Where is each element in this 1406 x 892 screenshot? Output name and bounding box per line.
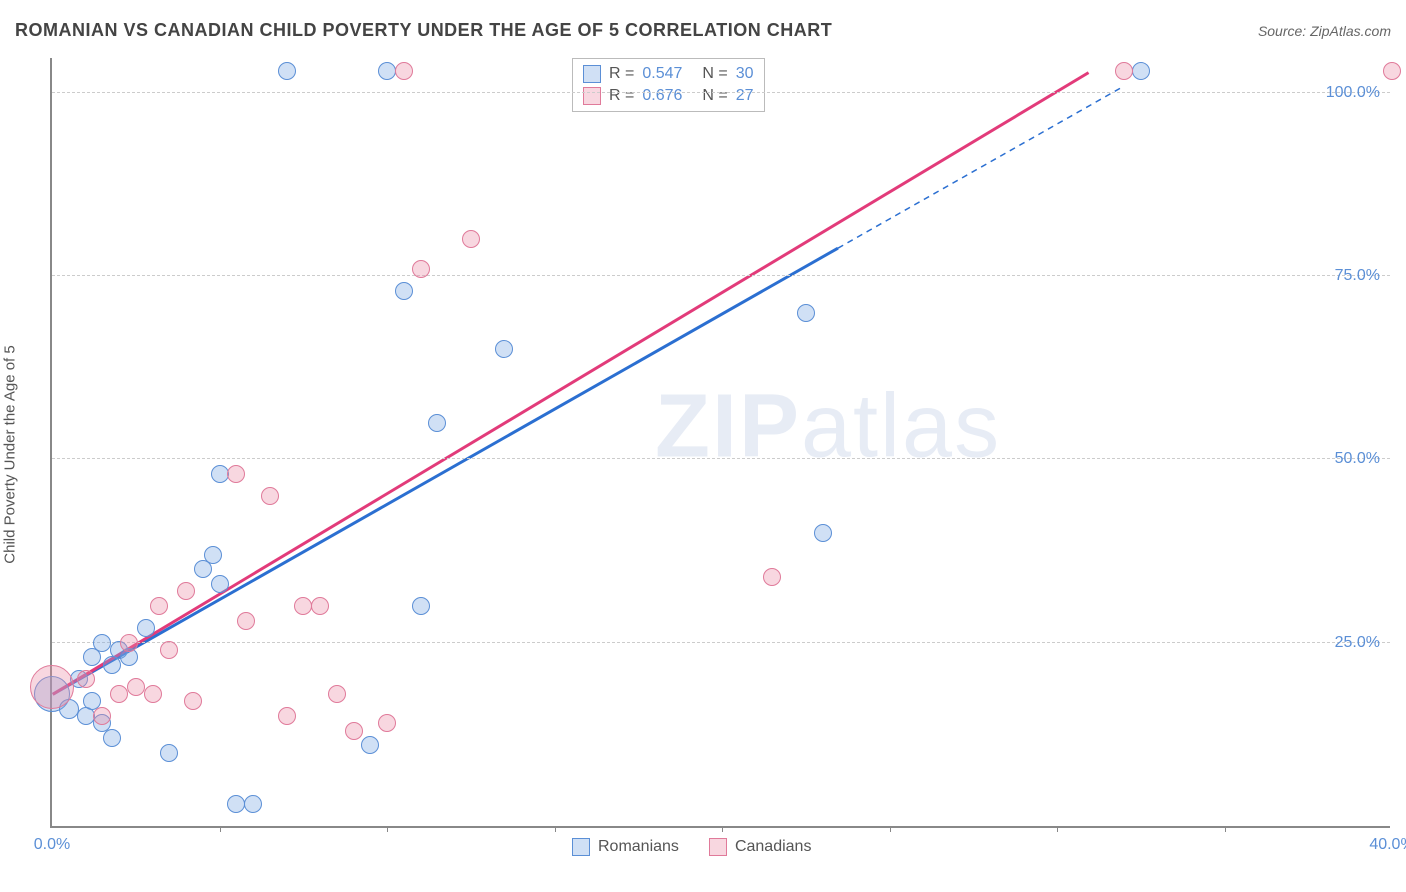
scatter-point: [395, 62, 413, 80]
watermark-light: atlas: [801, 376, 1001, 476]
scatter-point: [244, 795, 262, 813]
scatter-point: [93, 707, 111, 725]
scatter-point: [150, 597, 168, 615]
legend-item: Canadians: [709, 838, 812, 856]
scatter-point: [184, 692, 202, 710]
scatter-point: [137, 619, 155, 637]
scatter-point: [227, 795, 245, 813]
legend-r-label: R =: [609, 65, 634, 83]
scatter-point: [103, 729, 121, 747]
x-tick-minor: [1057, 826, 1058, 832]
scatter-point: [1132, 62, 1150, 80]
x-tick-minor: [387, 826, 388, 832]
chart-header: ROMANIAN VS CANADIAN CHILD POVERTY UNDER…: [15, 20, 1391, 41]
x-tick-minor: [220, 826, 221, 832]
grid-line-h: [52, 92, 1390, 93]
scatter-point: [311, 597, 329, 615]
scatter-point: [30, 665, 74, 709]
chart-plot-area: ZIPatlas R =0.547N =30R =0.676N =27 Roma…: [50, 58, 1390, 828]
regression-line-extrapolated: [838, 87, 1122, 248]
scatter-point: [160, 744, 178, 762]
source-attribution: Source: ZipAtlas.com: [1258, 23, 1391, 39]
scatter-point: [211, 465, 229, 483]
scatter-point: [110, 685, 128, 703]
scatter-point: [211, 575, 229, 593]
scatter-point: [227, 465, 245, 483]
legend-r-value: 0.676: [642, 87, 682, 105]
x-tick-minor: [722, 826, 723, 832]
scatter-point: [361, 736, 379, 754]
legend-label: Canadians: [735, 838, 812, 856]
scatter-point: [378, 62, 396, 80]
legend-n-label: N =: [702, 87, 727, 105]
x-tick-label: 40.0%: [1369, 836, 1406, 854]
legend-swatch: [572, 838, 590, 856]
scatter-point: [160, 641, 178, 659]
legend-row: R = 0.547 N = 30: [583, 63, 754, 85]
scatter-point: [395, 282, 413, 300]
legend-r-label: R =: [609, 87, 634, 105]
watermark-bold: ZIP: [655, 376, 801, 476]
scatter-point: [1383, 62, 1401, 80]
x-tick-label: 0.0%: [34, 836, 70, 854]
regression-lines-layer: [52, 58, 1390, 826]
legend-n-value: 30: [736, 65, 754, 83]
scatter-point: [237, 612, 255, 630]
legend-swatch: [583, 87, 601, 105]
scatter-point: [462, 230, 480, 248]
scatter-point: [120, 634, 138, 652]
scatter-point: [345, 722, 363, 740]
regression-line: [53, 73, 1089, 695]
legend-r-value: 0.547: [642, 65, 682, 83]
grid-line-h: [52, 642, 1390, 643]
y-axis-label: Child Poverty Under the Age of 5: [2, 345, 19, 563]
scatter-point: [495, 340, 513, 358]
scatter-point: [144, 685, 162, 703]
y-tick-label: 100.0%: [1326, 84, 1380, 102]
y-tick-label: 75.0%: [1335, 267, 1380, 285]
legend-label: Romanians: [598, 838, 679, 856]
x-tick-minor: [555, 826, 556, 832]
scatter-point: [261, 487, 279, 505]
scatter-point: [177, 582, 195, 600]
regression-line: [53, 248, 838, 694]
scatter-point: [412, 597, 430, 615]
x-tick-minor: [890, 826, 891, 832]
scatter-point: [797, 304, 815, 322]
scatter-point: [204, 546, 222, 564]
x-tick-minor: [1225, 826, 1226, 832]
scatter-point: [328, 685, 346, 703]
legend-row: R = 0.676 N = 27: [583, 85, 754, 107]
scatter-point: [278, 707, 296, 725]
scatter-point: [294, 597, 312, 615]
y-tick-label: 25.0%: [1335, 634, 1380, 652]
legend-swatch: [709, 838, 727, 856]
scatter-point: [127, 678, 145, 696]
scatter-point: [278, 62, 296, 80]
grid-line-h: [52, 275, 1390, 276]
legend-n-label: N =: [702, 65, 727, 83]
legend-n-value: 27: [736, 87, 754, 105]
scatter-point: [378, 714, 396, 732]
y-tick-label: 50.0%: [1335, 450, 1380, 468]
series-legend: Romanians Canadians: [572, 838, 811, 856]
legend-swatch: [583, 65, 601, 83]
scatter-point: [428, 414, 446, 432]
chart-title: ROMANIAN VS CANADIAN CHILD POVERTY UNDER…: [15, 20, 832, 41]
scatter-point: [412, 260, 430, 278]
grid-line-h: [52, 458, 1390, 459]
scatter-point: [1115, 62, 1133, 80]
watermark: ZIPatlas: [655, 375, 1001, 478]
legend-item: Romanians: [572, 838, 679, 856]
scatter-point: [77, 670, 95, 688]
correlation-legend: R = 0.547 N = 30 R = 0.676 N = 27: [572, 58, 765, 112]
scatter-point: [763, 568, 781, 586]
scatter-point: [814, 524, 832, 542]
scatter-point: [93, 634, 111, 652]
